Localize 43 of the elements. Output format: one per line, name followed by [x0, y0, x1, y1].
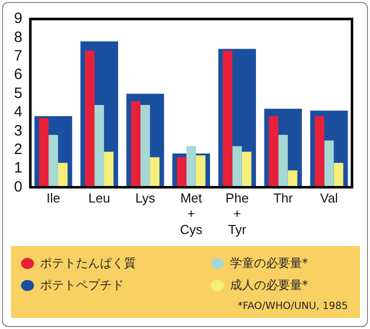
- bar: [48, 134, 58, 188]
- x-tick-label: Met + Cys: [180, 190, 203, 237]
- bar: [186, 146, 196, 188]
- y-tick-label: 7: [14, 48, 22, 65]
- y-tick-label: 8: [14, 28, 22, 46]
- y-tick-label: 0: [14, 178, 22, 196]
- bar: [242, 152, 252, 188]
- bar: [150, 157, 160, 188]
- text: *FAO/WHO/UNU, 1985: [238, 301, 348, 312]
- y-tick-label: 1: [14, 160, 22, 177]
- y-tick-label: 4: [14, 104, 22, 121]
- bar: [130, 101, 140, 188]
- legend-label: ポテトたんぱく質: [40, 254, 136, 272]
- bar: [176, 157, 186, 188]
- x-tick-label: Thr: [273, 190, 294, 206]
- x-tick-label: Phe + Tyr: [226, 190, 249, 237]
- legend-label: 成人の必要量*: [230, 276, 308, 294]
- bar: [222, 50, 232, 188]
- legend-label: ポテトペプチド: [40, 276, 124, 294]
- x-tick-label: Leu: [88, 190, 110, 206]
- bar: [278, 134, 288, 188]
- bar: [85, 50, 95, 188]
- bar: [58, 162, 68, 188]
- x-tick-label: Lys: [135, 190, 156, 206]
- bar: [196, 155, 206, 188]
- bar: [104, 152, 114, 188]
- x-tick-label: Ile: [46, 190, 60, 206]
- legend-label: 学童の必要量*: [230, 254, 308, 272]
- y-tick-label: 3: [14, 122, 22, 140]
- bar: [39, 118, 49, 188]
- y-tick-label: 6: [14, 66, 22, 84]
- bar: [314, 116, 324, 188]
- y-tick-label: 9: [14, 10, 22, 28]
- bar: [140, 104, 150, 188]
- bar: [288, 170, 298, 188]
- bar: [268, 116, 278, 188]
- bar: [334, 162, 344, 188]
- y-tick-label: 5: [14, 84, 22, 102]
- bar: [94, 104, 104, 188]
- bar: [232, 146, 242, 188]
- bar: [324, 140, 334, 188]
- x-tick-label: Val: [320, 190, 338, 206]
- y-tick-label: 2: [14, 140, 22, 158]
